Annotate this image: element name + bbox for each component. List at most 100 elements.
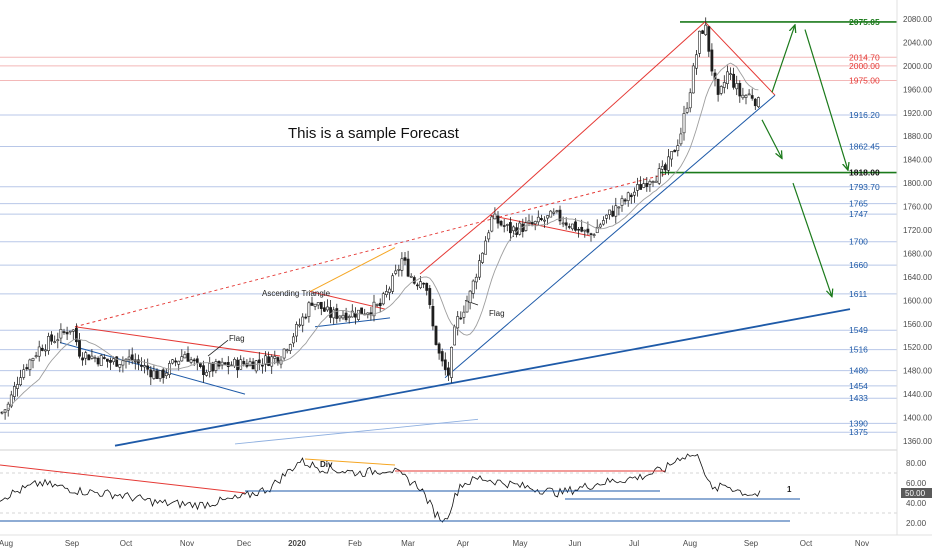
candle-23 <box>71 329 75 340</box>
ascending-triangle-base <box>314 317 391 328</box>
candle-body-75 <box>233 359 236 367</box>
candle-231 <box>716 78 720 102</box>
candle-196 <box>608 209 612 220</box>
candle-body-82 <box>254 360 258 372</box>
rsi-tick-20: 20.00 <box>906 519 927 528</box>
candle-body-106 <box>329 307 333 318</box>
candle-body-183 <box>567 226 571 228</box>
candle-65 <box>202 360 205 383</box>
candle-body-92 <box>285 349 289 352</box>
candle-body-193 <box>598 224 602 228</box>
candle-body-147 <box>456 316 460 329</box>
impulse-line-1 <box>419 214 491 275</box>
candle-body-134 <box>415 284 419 287</box>
candle-197 <box>611 205 615 218</box>
candle-10 <box>31 357 35 369</box>
candle-body-146 <box>453 326 457 346</box>
candle-219 <box>679 127 683 146</box>
price-tick-2000: 2000.00 <box>903 62 932 71</box>
price-tick-2080: 2080.00 <box>903 15 932 24</box>
candle-body-121 <box>375 304 379 306</box>
candle-body-72 <box>223 362 227 365</box>
ascending-triangle-red <box>309 291 386 310</box>
price-tick-1640: 1640.00 <box>903 273 932 282</box>
candle-8 <box>25 363 29 371</box>
candle-body-161 <box>499 220 503 226</box>
candle-body-78 <box>242 361 246 365</box>
candle-body-93 <box>288 344 292 351</box>
candle-120 <box>372 294 376 322</box>
candle-body-3 <box>9 394 13 407</box>
candle-body-239 <box>741 94 745 99</box>
candle-body-60 <box>186 353 190 362</box>
level-label-17: 1433 <box>849 393 868 403</box>
major-support-rising <box>444 94 776 379</box>
candle-159 <box>493 207 497 220</box>
candle-108 <box>335 303 339 324</box>
candle-body-21 <box>65 332 69 335</box>
candle-body-222 <box>688 92 692 109</box>
month-tick-9: May <box>512 539 527 548</box>
candle-body-234 <box>725 71 729 84</box>
candle-body-240 <box>744 95 748 98</box>
candle-body-144 <box>446 367 450 376</box>
candle-107 <box>332 306 336 325</box>
candle-body-10 <box>31 358 35 361</box>
candle-body-149 <box>462 311 466 318</box>
candle-184 <box>570 223 574 231</box>
rsi-tick-60: 60.00 <box>906 479 927 488</box>
level-label-1: 2014.70 <box>849 52 880 62</box>
candle-122 <box>378 298 382 313</box>
candle-body-208 <box>645 183 649 187</box>
candle-body-69 <box>214 361 218 371</box>
candle-59 <box>183 351 187 359</box>
level-label-13: 1549 <box>849 325 868 335</box>
candle-body-236 <box>732 73 736 88</box>
candle-body-191 <box>592 234 596 236</box>
candle-body-207 <box>642 183 646 188</box>
forecast-arrows <box>761 25 848 297</box>
candle-88 <box>273 350 277 365</box>
candle-body-65 <box>202 365 205 376</box>
candle-83 <box>257 352 261 370</box>
candle-186 <box>577 227 581 238</box>
candle-body-96 <box>298 324 302 327</box>
candle-body-195 <box>605 214 608 219</box>
rsi-tick-40: 40.00 <box>906 499 927 508</box>
candle-body-176 <box>546 215 550 219</box>
candle-244 <box>756 96 760 109</box>
candle-191 <box>592 233 596 238</box>
candle-body-140 <box>434 325 438 345</box>
arrow-down-to-1611 <box>792 182 832 297</box>
candle-body-214 <box>663 164 667 171</box>
flag-label-1: Flag <box>229 334 245 343</box>
candle-body-152 <box>471 280 475 294</box>
candle-179 <box>555 209 559 214</box>
price-tick-1560: 1560.00 <box>903 320 932 329</box>
candle-body-130 <box>403 257 407 261</box>
month-tick-10: Jun <box>569 539 582 548</box>
candle-body-102 <box>316 302 320 306</box>
candle-body-114 <box>353 313 357 318</box>
candle-172 <box>533 220 537 231</box>
candle-body-91 <box>282 348 286 359</box>
candle-body-50 <box>155 370 159 379</box>
candle-body-34 <box>106 358 109 362</box>
candle-body-201 <box>623 199 627 202</box>
month-tick-3: Nov <box>180 539 194 548</box>
candle-226 <box>701 29 705 35</box>
candle-body-154 <box>477 260 481 278</box>
level-label-18: 1390 <box>849 418 868 428</box>
candle-body-203 <box>629 194 633 198</box>
candle-125 <box>388 286 391 301</box>
rsi-downtrend <box>0 464 246 494</box>
candle-53 <box>164 368 168 379</box>
candle-body-37 <box>115 356 119 367</box>
candle-50 <box>155 368 159 379</box>
candle-102 <box>316 302 320 310</box>
candle-body-41 <box>127 356 131 360</box>
level-label-9: 1747 <box>849 209 868 219</box>
candle-body-51 <box>158 370 162 379</box>
candle-46 <box>143 359 147 374</box>
candle-160 <box>496 211 500 229</box>
